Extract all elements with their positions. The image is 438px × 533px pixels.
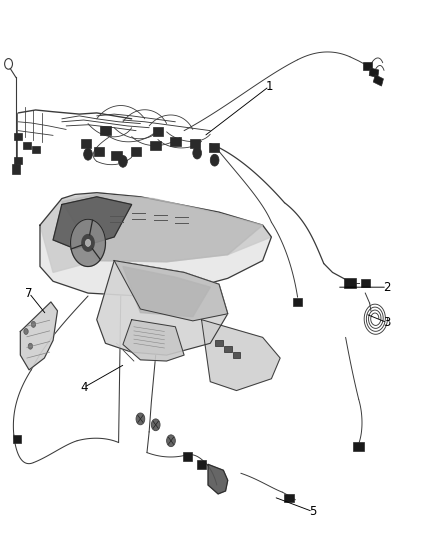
Bar — [353, 442, 364, 451]
Polygon shape — [20, 302, 57, 370]
Bar — [373, 75, 383, 86]
Bar — [224, 346, 232, 352]
Bar — [208, 143, 219, 151]
Bar — [215, 341, 223, 346]
Bar — [111, 151, 122, 160]
Bar — [14, 133, 22, 140]
Polygon shape — [201, 320, 280, 391]
Bar — [150, 141, 161, 150]
Bar — [13, 435, 21, 442]
Polygon shape — [40, 192, 272, 296]
Bar — [170, 137, 180, 146]
Bar — [293, 298, 302, 306]
Bar — [183, 453, 192, 461]
Bar — [100, 126, 111, 135]
Text: 5: 5 — [309, 505, 317, 518]
Text: 4: 4 — [80, 381, 88, 394]
Polygon shape — [82, 235, 94, 251]
Bar — [14, 157, 22, 164]
Bar — [23, 142, 31, 149]
Bar — [12, 164, 20, 174]
Circle shape — [151, 419, 160, 431]
Polygon shape — [71, 219, 106, 266]
Bar — [32, 146, 39, 153]
Bar — [233, 352, 240, 358]
Polygon shape — [114, 261, 228, 321]
Bar — [131, 147, 141, 156]
Text: 7: 7 — [25, 287, 33, 300]
Circle shape — [210, 154, 219, 166]
Bar — [363, 62, 372, 69]
Text: 1: 1 — [265, 80, 273, 93]
Circle shape — [166, 435, 175, 447]
Polygon shape — [97, 261, 228, 355]
Polygon shape — [40, 192, 272, 272]
Circle shape — [193, 147, 201, 159]
Circle shape — [31, 321, 35, 327]
Polygon shape — [123, 320, 184, 361]
Text: 3: 3 — [383, 316, 391, 329]
Circle shape — [136, 413, 145, 425]
Bar — [369, 68, 379, 78]
Bar — [284, 494, 294, 502]
Text: 2: 2 — [383, 281, 391, 294]
Circle shape — [24, 328, 28, 334]
Polygon shape — [123, 266, 210, 317]
Polygon shape — [53, 197, 132, 249]
Bar — [197, 460, 206, 469]
Bar — [81, 139, 91, 148]
Polygon shape — [208, 464, 228, 494]
Polygon shape — [62, 195, 263, 262]
Circle shape — [119, 156, 127, 167]
Bar — [344, 278, 356, 288]
Bar — [361, 279, 370, 287]
Bar — [152, 127, 163, 136]
Circle shape — [85, 239, 91, 246]
Bar — [190, 139, 200, 148]
Circle shape — [28, 343, 32, 349]
Bar — [94, 147, 104, 156]
Circle shape — [84, 148, 92, 160]
